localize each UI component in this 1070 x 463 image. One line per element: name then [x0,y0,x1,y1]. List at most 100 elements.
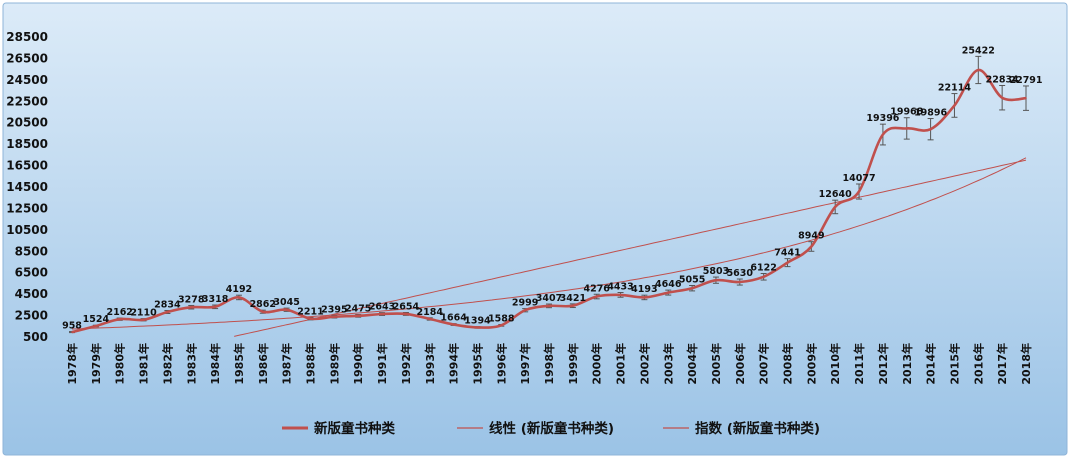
x-tick-label: 2007年 [757,343,771,385]
data-label: 3421 [560,293,586,304]
data-label: 12640 [819,189,852,200]
x-tick-label: 1990年 [351,343,365,385]
series-point [238,296,240,299]
data-label: 8949 [798,231,824,242]
series-point [190,306,193,309]
series-point [572,304,574,307]
x-tick-label: 2002年 [637,343,651,385]
y-tick-label: 16500 [6,159,48,173]
data-label: 4433 [607,281,633,292]
data-label: 3318 [202,294,229,305]
chart-background [2,2,1068,456]
data-label: 958 [62,321,82,332]
series-point [882,133,884,136]
series-point [905,127,908,130]
data-label: 1394 [464,316,491,327]
x-tick-label: 2013年 [900,343,914,385]
data-label: 22834 [986,74,1019,85]
data-label: 2395 [321,304,347,315]
series-point [524,309,526,312]
x-tick-label: 2008年 [781,343,795,385]
data-label: 4646 [655,279,682,290]
data-label: 6122 [750,262,776,273]
legend: 新版童书种类 线性 (新版童书种类) 指数 (新版童书种类) [282,420,820,437]
legend-label: 新版童书种类 [314,420,395,437]
data-label: 7441 [774,248,800,259]
linear-trendline [234,159,1027,337]
y-tick-label: 10500 [6,223,48,237]
y-tick-label: 4500 [15,287,48,301]
series-point [929,128,932,130]
data-label: 2184 [417,307,444,318]
y-tick-label: 24500 [6,73,48,87]
data-label: 1524 [83,314,110,325]
series-point [95,325,97,327]
data-label: 4192 [226,284,252,295]
x-tick-label: 2009年 [804,343,818,385]
x-tick-label: 2012年 [876,343,890,385]
y-tick-label: 500 [23,330,48,344]
series-point [262,310,264,313]
legend-label: 指数 (新版童书种类) [695,420,820,437]
y-tick-label: 22500 [6,94,48,108]
data-label: 2654 [393,301,420,312]
series-point [858,190,860,193]
data-label: 2834 [154,299,181,310]
series-point [715,279,717,281]
series-point [71,331,73,333]
x-tick-label: 1991年 [375,343,389,385]
x-tick-label: 1996年 [494,343,508,385]
y-tick-label: 28500 [6,30,48,44]
series-point [405,313,407,315]
trendlines [71,157,1027,337]
series-point [953,104,956,107]
x-tick-label: 2006年 [733,343,747,385]
series-point [667,291,670,294]
x-tick-label: 1992年 [399,343,413,385]
x-tick-label: 1979年 [89,343,103,385]
x-tick-label: 1995年 [470,343,484,385]
series-point [786,261,789,264]
x-tick-label: 2016年 [971,343,985,385]
series-point [500,324,503,327]
y-tick-label: 26500 [6,51,48,65]
x-tick-label: 1984年 [208,343,222,385]
series-point [357,315,360,317]
series-point [285,308,288,311]
x-tick-label: 2018年 [1019,343,1033,385]
data-label: 1588 [488,313,515,324]
x-tick-label: 2004年 [685,343,699,385]
y-tick-label: 6500 [15,266,48,280]
y-tick-label: 14500 [6,180,48,194]
series-point [452,323,455,326]
x-tick-label: 2010年 [828,343,842,385]
series-point [548,305,550,307]
series-point [691,287,693,289]
series-point [834,206,836,208]
y-tick-label: 2500 [15,309,48,323]
x-tick-label: 2000年 [590,343,604,385]
x-tick-label: 2005年 [709,343,723,385]
data-label: 5630 [727,268,754,279]
x-tick-label: 1987年 [280,343,294,385]
series-point [1001,96,1003,99]
y-axis: 500 2500 4500 6500 8500 10500 12500 14500 16500 1… [6,30,48,344]
legend-item: 线性 (新版童书种类) [457,420,614,437]
data-label: 19896 [914,108,947,119]
legend-item: 指数 (新版童书种类) [663,420,820,437]
data-label: 5055 [679,274,705,285]
series-point [118,318,121,320]
x-tick-label: 1981年 [137,343,151,385]
data-label: 22791 [1009,75,1042,86]
y-tick-label: 20500 [6,116,48,130]
x-tick-label: 2011年 [852,343,866,385]
exponential-trendline [71,157,1027,330]
data-label: 4193 [631,284,657,295]
x-tick-label: 2017年 [995,343,1009,385]
series-point [595,295,598,298]
series-point [166,311,169,313]
x-tick-label: 1986年 [256,343,270,385]
y-tick-label: 12500 [6,201,48,215]
data-label: 2211 [297,306,323,317]
